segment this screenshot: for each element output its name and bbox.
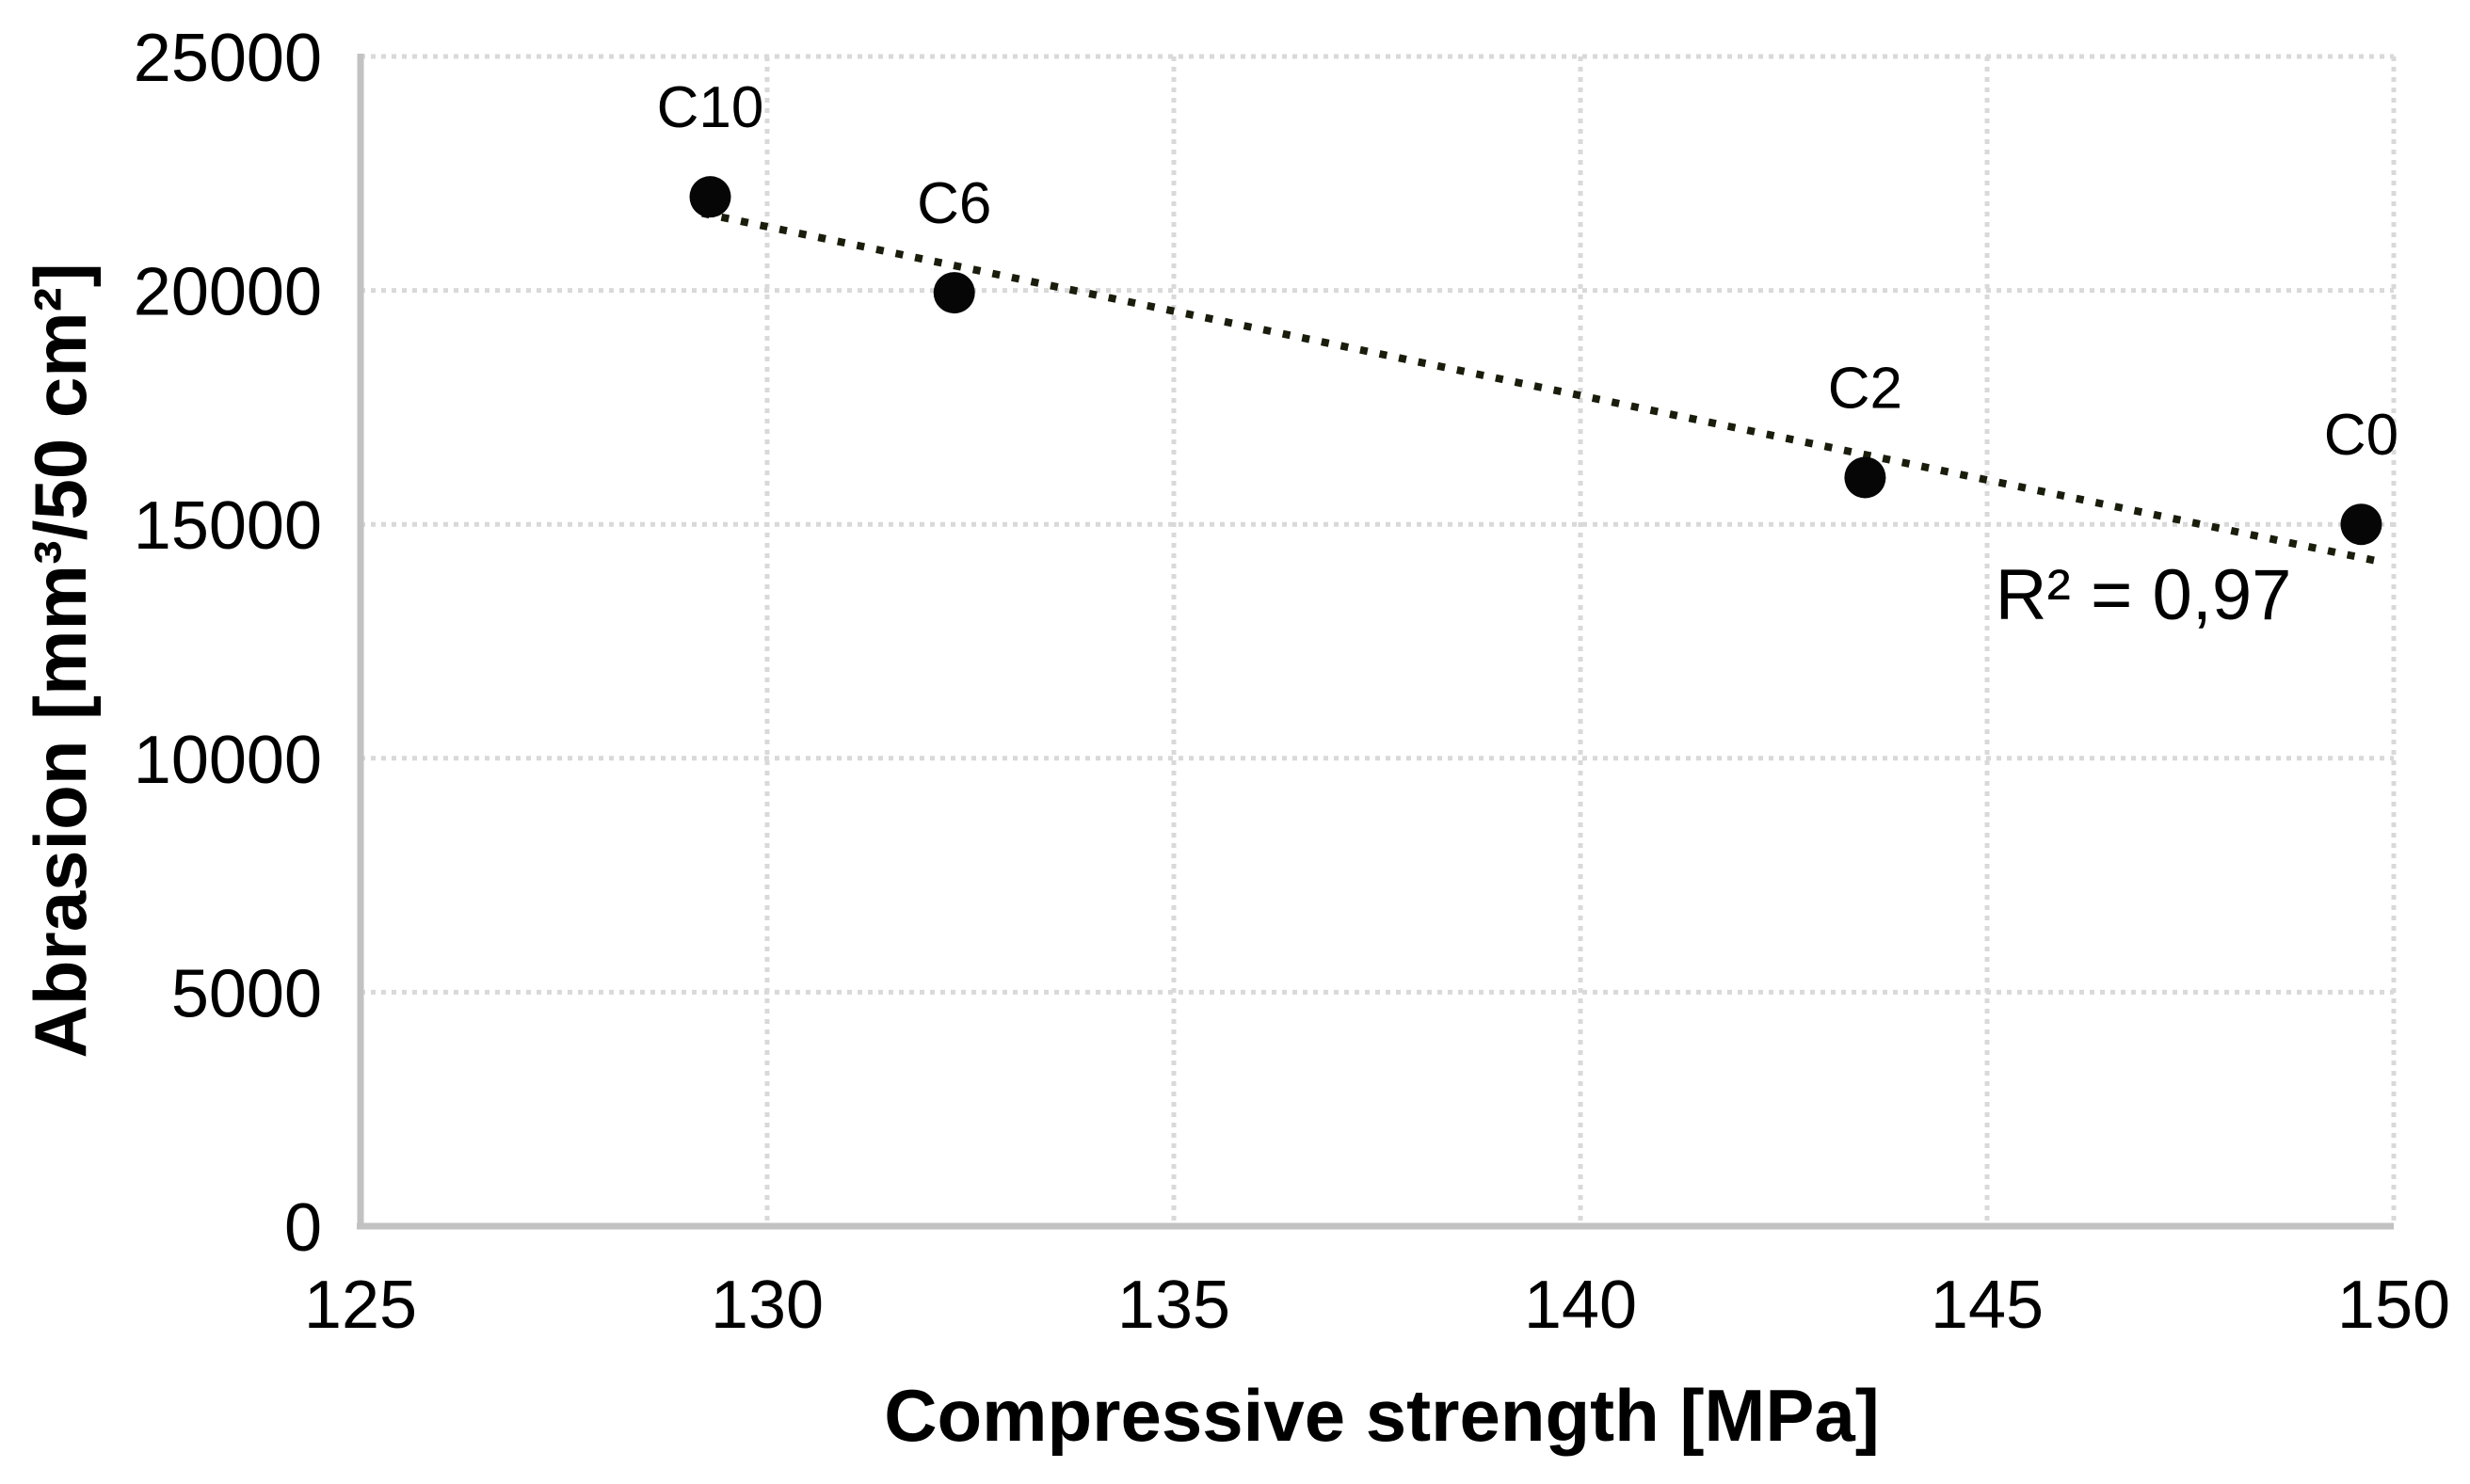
point-label: C0 xyxy=(2324,403,2398,468)
y-tick-label: 10000 xyxy=(134,723,322,798)
y-tick-label: 20000 xyxy=(134,255,322,330)
point-label: C10 xyxy=(657,75,764,140)
x-tick-label: 150 xyxy=(2337,1268,2450,1343)
x-tick-label: 145 xyxy=(1931,1268,2044,1343)
y-tick-label: 15000 xyxy=(134,488,322,564)
y-tick-label: 0 xyxy=(284,1190,322,1266)
data-point xyxy=(933,272,975,314)
x-tick-label: 130 xyxy=(711,1268,824,1343)
x-tick-label: 140 xyxy=(1524,1268,1637,1343)
x-axis-title: Compressive strength [MPa] xyxy=(884,1374,1880,1457)
y-tick-label: 5000 xyxy=(171,956,322,1031)
point-label: C2 xyxy=(1828,356,1902,421)
x-tick-label: 125 xyxy=(304,1268,417,1343)
data-point xyxy=(2340,503,2382,546)
data-point xyxy=(1844,456,1886,499)
x-tick-label: 135 xyxy=(1117,1268,1230,1343)
y-axis-title: Abrasion [mm³/50 cm²] xyxy=(19,263,102,1059)
y-tick-label: 25000 xyxy=(134,21,322,96)
trendline xyxy=(701,209,2387,566)
point-label: C6 xyxy=(917,171,991,236)
data-point xyxy=(689,176,731,218)
r-squared-annotation: R² = 0,97 xyxy=(1995,555,2292,635)
